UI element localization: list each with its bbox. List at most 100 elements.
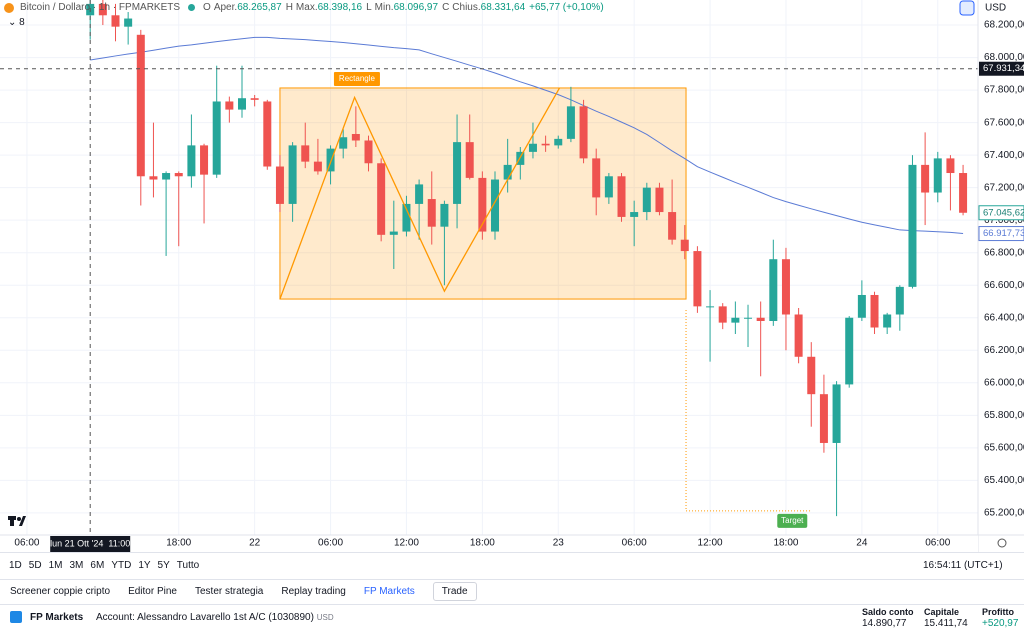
candle-body <box>478 177 487 232</box>
ohlc-item: C Chius.68.331,64 <box>442 2 525 13</box>
settings-icon[interactable] <box>997 538 1007 548</box>
x-tick-label: 06:00 <box>622 538 647 549</box>
y-tick-label: 66.800,00 <box>984 247 1024 258</box>
candle-body <box>870 294 879 328</box>
axes: USD 65.200,00 65.400,00 65.600,00 65.800,00… <box>0 0 1024 552</box>
symbol[interactable]: Bitcoin / Dollaro · 1h · FPMARKETS <box>20 2 181 13</box>
stat: Profitto +520,97 <box>982 607 1018 629</box>
candle-body <box>895 286 904 315</box>
price-label-box <box>978 226 1024 242</box>
zigzag-drawing <box>279 87 561 300</box>
candle-body <box>111 15 120 27</box>
stat-value: 14.890,77 <box>862 618 907 629</box>
tv-logo <box>8 516 26 526</box>
candle-body <box>415 184 424 204</box>
candle-body <box>149 176 158 180</box>
tab[interactable]: Tester strategia <box>194 585 264 597</box>
ohlc-name: Chius. <box>452 2 481 13</box>
candle-body <box>351 133 360 141</box>
auto-scale-button[interactable] <box>959 0 975 16</box>
candle-body <box>921 164 930 193</box>
range-button[interactable]: 1Y <box>138 560 151 571</box>
candle-body <box>655 187 664 213</box>
currency: USD <box>985 3 1006 14</box>
candle-body <box>706 306 715 308</box>
crosshair-time-box <box>50 536 131 552</box>
candle-body <box>680 239 689 252</box>
candle-body <box>819 394 828 443</box>
candle-body <box>440 203 449 227</box>
ohlc-name: Min. <box>374 2 394 13</box>
y-tick-label: 66.200,00 <box>984 345 1024 356</box>
x-tick-label: 23 <box>553 538 565 549</box>
ohlc-value: 68.265,87 <box>237 2 282 13</box>
x-tick-label: 18:00 <box>470 538 495 549</box>
ohlc-item: H Max.68.398,16 <box>286 2 362 13</box>
ohlc-key: C <box>442 2 450 13</box>
candle-body <box>465 142 474 178</box>
candles <box>86 0 968 517</box>
tab[interactable]: Screener coppie cripto <box>10 585 111 597</box>
candle-body <box>959 173 968 213</box>
bottom-tabs: Screener coppie cripto Editor Pine Tester … <box>0 579 1024 603</box>
change: +65,77 (+0,10%) <box>529 2 604 13</box>
candle-body <box>136 34 145 177</box>
tab[interactable]: Trade <box>432 581 477 601</box>
candle-body <box>364 140 373 164</box>
indicator-toggle[interactable]: ⌄ 8 <box>8 17 25 28</box>
broker[interactable]: FP Markets <box>30 612 84 623</box>
ohlc-key: L <box>366 2 372 13</box>
candle-body <box>933 158 942 193</box>
ohlc-key: O <box>203 2 211 13</box>
candle-body <box>642 187 651 213</box>
clock: 16:54:11 (UTC+1) <box>923 560 1003 571</box>
candle-body <box>744 317 753 319</box>
account-name[interactable]: Account: Alessandro Lavarello 1st A/C (1… <box>96 612 334 623</box>
tab[interactable]: Editor Pine <box>128 585 177 597</box>
candle-body <box>693 251 702 307</box>
rectangle-label-box <box>333 71 380 86</box>
price-axis <box>978 0 1024 552</box>
account-label: Account: Alessandro Lavarello 1st A/C (1… <box>96 612 314 623</box>
range-button[interactable]: 5D <box>28 560 42 571</box>
candle-body <box>453 142 462 204</box>
candle-body <box>668 212 677 240</box>
range-button[interactable]: 3M <box>69 560 84 571</box>
candle-body <box>377 163 386 235</box>
range-button[interactable]: 1M <box>48 560 63 571</box>
tab[interactable]: FP Markets <box>363 585 415 597</box>
x-tick-label: 06:00 <box>14 538 39 549</box>
x-tick-label: 06:00 <box>318 538 343 549</box>
time-axis <box>0 535 978 552</box>
y-tick-label: 68.200,00 <box>984 20 1024 31</box>
btc-icon <box>4 2 14 13</box>
range-button[interactable]: 5Y <box>157 560 170 571</box>
y-tick-label: 65.400,00 <box>984 475 1024 486</box>
symbol-header: Bitcoin / Dollaro · 1h · FPMARKETS O Aper… <box>4 2 604 13</box>
candle-body <box>579 106 588 159</box>
range-button[interactable]: YTD <box>111 560 132 571</box>
candle-body <box>617 176 626 217</box>
rectangle-label: Rectangle <box>339 74 376 83</box>
x-tick-label: 12:00 <box>698 538 723 549</box>
range-button[interactable]: 1D <box>9 560 22 571</box>
x-tick-label: 22 <box>249 538 261 549</box>
candle-body <box>174 173 183 177</box>
candle-body <box>630 212 639 217</box>
candle-body <box>491 179 500 232</box>
tab[interactable]: Replay trading <box>281 585 346 597</box>
candle-body <box>225 101 234 110</box>
candle-body <box>781 259 790 315</box>
range-toolbar: 1D 5D 1M 3M 6M YTD 1Y 5Y Tutto 16:54:11 (UTC+1) <box>0 552 1024 580</box>
chart-background <box>0 0 1024 552</box>
candle-body <box>541 143 550 146</box>
candle-body <box>794 314 803 357</box>
candle-body <box>250 98 259 100</box>
candle-body <box>946 158 955 174</box>
ohlc-item: O Aper.68.265,87 <box>203 2 282 13</box>
y-tick-label: 67.800,00 <box>984 85 1024 96</box>
range-button[interactable]: 6M <box>90 560 105 571</box>
range-button[interactable]: Tutto <box>176 560 200 571</box>
candle-body <box>124 18 133 27</box>
